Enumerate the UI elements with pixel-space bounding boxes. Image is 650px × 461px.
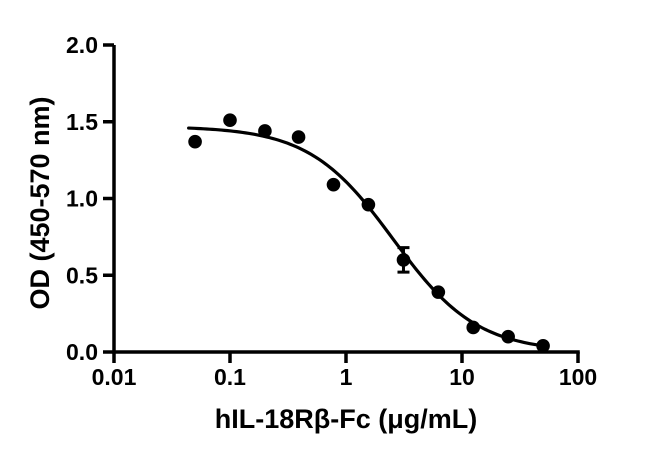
- x-tick-label: 0.1: [214, 364, 246, 390]
- x-tick-label: 0.01: [92, 364, 137, 390]
- x-tick-label: 1: [340, 364, 353, 390]
- data-point: [188, 134, 202, 149]
- y-tick-label: 1.0: [66, 186, 98, 212]
- data-point: [258, 124, 272, 138]
- data-point: [326, 177, 341, 192]
- data-point: [431, 285, 446, 299]
- y-tick-label: 2.0: [66, 32, 98, 58]
- x-tick-label: 100: [559, 364, 597, 390]
- y-axis-title: OD (450-570 nm): [25, 96, 55, 309]
- data-point: [361, 197, 376, 212]
- data-point: [291, 130, 306, 144]
- x-tick-label: 10: [449, 364, 475, 390]
- axes: 0.0 0.5 1.0 1.5 2.0 0.01 0.1 1 10 100: [66, 32, 597, 390]
- plot-area: [187, 113, 550, 353]
- data-point: [466, 320, 481, 335]
- y-tick-label: 0.5: [66, 262, 98, 288]
- data-point: [223, 113, 237, 128]
- data-point: [536, 339, 550, 353]
- data-point: [501, 329, 515, 344]
- y-tick-label: 0.0: [66, 339, 98, 365]
- data-point: [396, 253, 411, 267]
- x-axis-title: hIL-18Rβ-Fc (μg/mL): [215, 404, 478, 434]
- y-tick-label: 1.5: [66, 109, 98, 135]
- fit-curve: [187, 126, 550, 349]
- axis-lines: [112, 45, 580, 354]
